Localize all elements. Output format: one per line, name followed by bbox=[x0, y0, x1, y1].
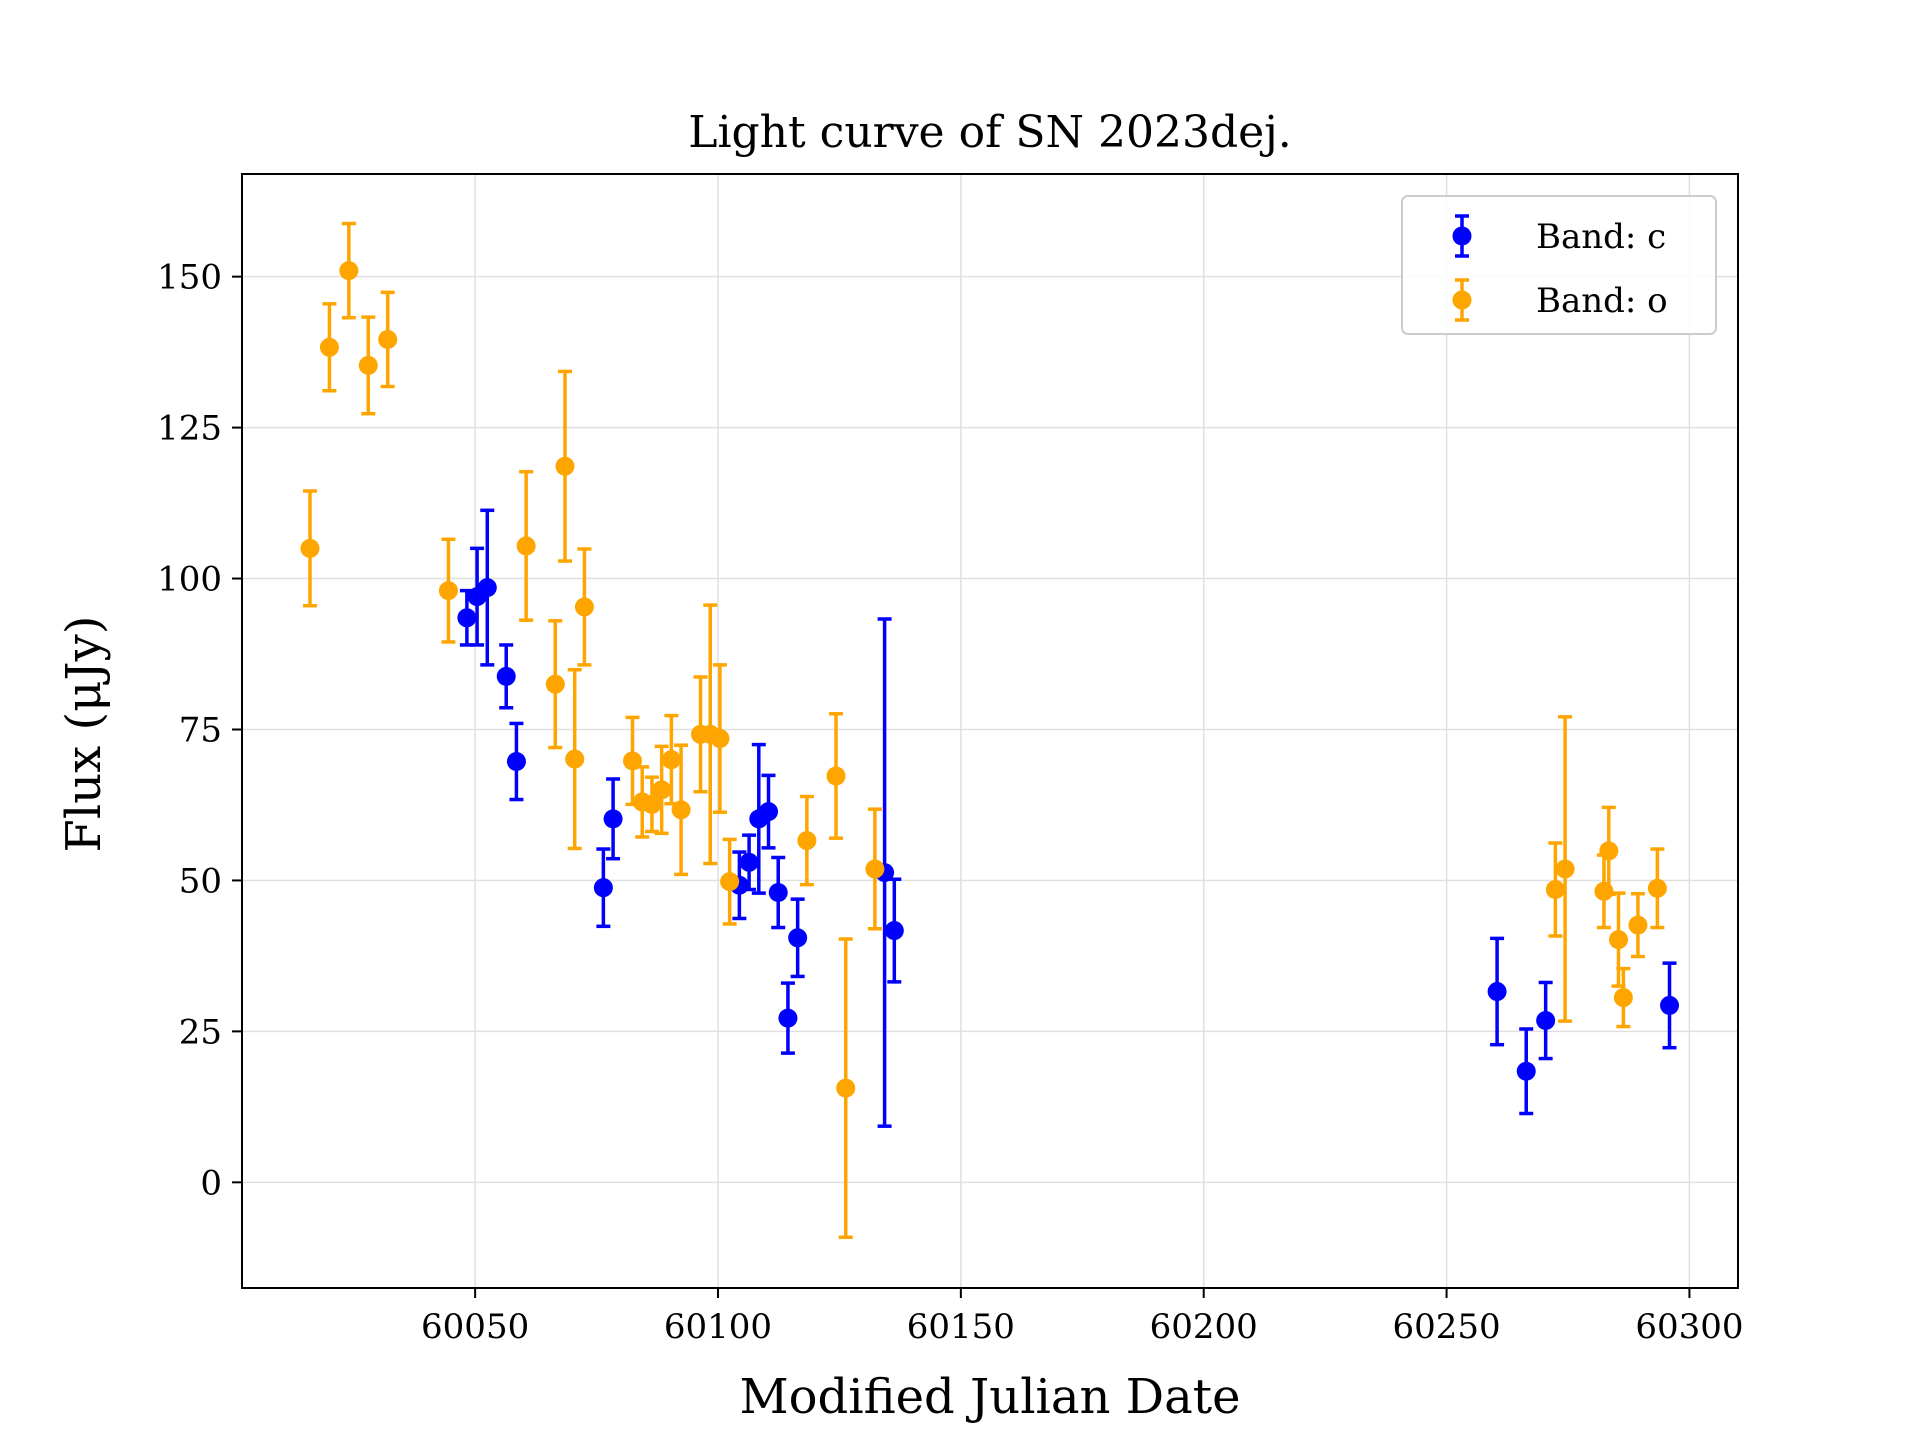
legend-label: Band: o bbox=[1536, 281, 1668, 321]
data-point bbox=[1660, 995, 1680, 1015]
data-point bbox=[836, 1078, 856, 1098]
y-axis-label: Flux (μJy) bbox=[56, 616, 112, 853]
data-point bbox=[496, 666, 516, 686]
legend-entry: Band: o bbox=[1452, 278, 1668, 322]
data-point bbox=[1555, 859, 1575, 879]
data-point bbox=[759, 802, 779, 822]
ticks: 60050 60100 60150 60200 60250 60300 0 25 50 75 100… bbox=[157, 258, 1743, 1347]
data-point bbox=[319, 337, 339, 357]
x-tick-label: 60050 bbox=[421, 1307, 529, 1347]
chart-title: Light curve of SN 2023dej. bbox=[688, 107, 1292, 158]
x-tick-label: 60150 bbox=[907, 1307, 1015, 1347]
legend-label: Band: c bbox=[1536, 217, 1666, 257]
data-point bbox=[1628, 915, 1648, 935]
data-point bbox=[865, 859, 885, 879]
data-point bbox=[710, 729, 730, 749]
data-point bbox=[642, 794, 662, 814]
x-tick-label: 60100 bbox=[664, 1307, 772, 1347]
data-point bbox=[1594, 881, 1614, 901]
data-point bbox=[545, 674, 565, 694]
y-tick-label: 0 bbox=[200, 1163, 222, 1203]
data-point bbox=[477, 578, 497, 598]
data-point bbox=[438, 581, 458, 601]
data-layer bbox=[300, 221, 1680, 1240]
data-point bbox=[671, 800, 691, 820]
data-point bbox=[1487, 982, 1507, 1002]
x-tick-label: 60200 bbox=[1150, 1307, 1258, 1347]
data-point bbox=[565, 749, 585, 769]
data-point bbox=[797, 831, 817, 851]
data-point bbox=[378, 329, 398, 349]
data-point bbox=[516, 536, 536, 556]
data-point bbox=[739, 852, 759, 872]
legend-marker-icon bbox=[1452, 226, 1472, 246]
data-point bbox=[603, 809, 623, 829]
series-o bbox=[300, 221, 1667, 1240]
data-point bbox=[652, 780, 672, 800]
legend-frame bbox=[1401, 195, 1717, 335]
x-axis-label: Modified Julian Date bbox=[740, 1369, 1241, 1425]
data-point bbox=[661, 750, 681, 770]
data-point bbox=[1647, 878, 1667, 898]
data-point bbox=[300, 538, 320, 558]
data-point bbox=[555, 456, 575, 476]
data-point bbox=[1613, 988, 1633, 1008]
legend-entry: Band: c bbox=[1452, 214, 1666, 258]
data-point bbox=[574, 597, 594, 617]
data-point bbox=[457, 608, 477, 628]
data-point bbox=[1545, 879, 1565, 899]
data-point bbox=[593, 878, 613, 898]
x-tick-label: 60300 bbox=[1635, 1307, 1743, 1347]
y-tick-label: 50 bbox=[179, 861, 222, 901]
data-point bbox=[1599, 841, 1619, 861]
plot-frame bbox=[241, 173, 1739, 1289]
data-point bbox=[1609, 930, 1629, 950]
data-point bbox=[884, 921, 904, 941]
data-point bbox=[339, 261, 359, 281]
data-point bbox=[826, 766, 846, 786]
data-point bbox=[768, 883, 788, 903]
data-point bbox=[506, 751, 526, 771]
data-point bbox=[720, 872, 740, 892]
y-tick-label: 75 bbox=[179, 710, 222, 750]
y-tick-label: 125 bbox=[157, 409, 222, 449]
legend-marker-icon bbox=[1452, 290, 1472, 310]
y-tick-label: 25 bbox=[179, 1012, 222, 1052]
x-tick-label: 60250 bbox=[1392, 1307, 1500, 1347]
y-tick-label: 150 bbox=[157, 258, 222, 298]
data-point bbox=[358, 355, 378, 375]
data-point bbox=[1516, 1061, 1536, 1081]
data-point bbox=[788, 928, 808, 948]
legend: Band: c Band: o bbox=[1401, 195, 1717, 335]
y-tick-label: 100 bbox=[157, 560, 222, 600]
data-point bbox=[1536, 1011, 1556, 1031]
data-point bbox=[778, 1008, 798, 1028]
series-c bbox=[457, 508, 1680, 1128]
